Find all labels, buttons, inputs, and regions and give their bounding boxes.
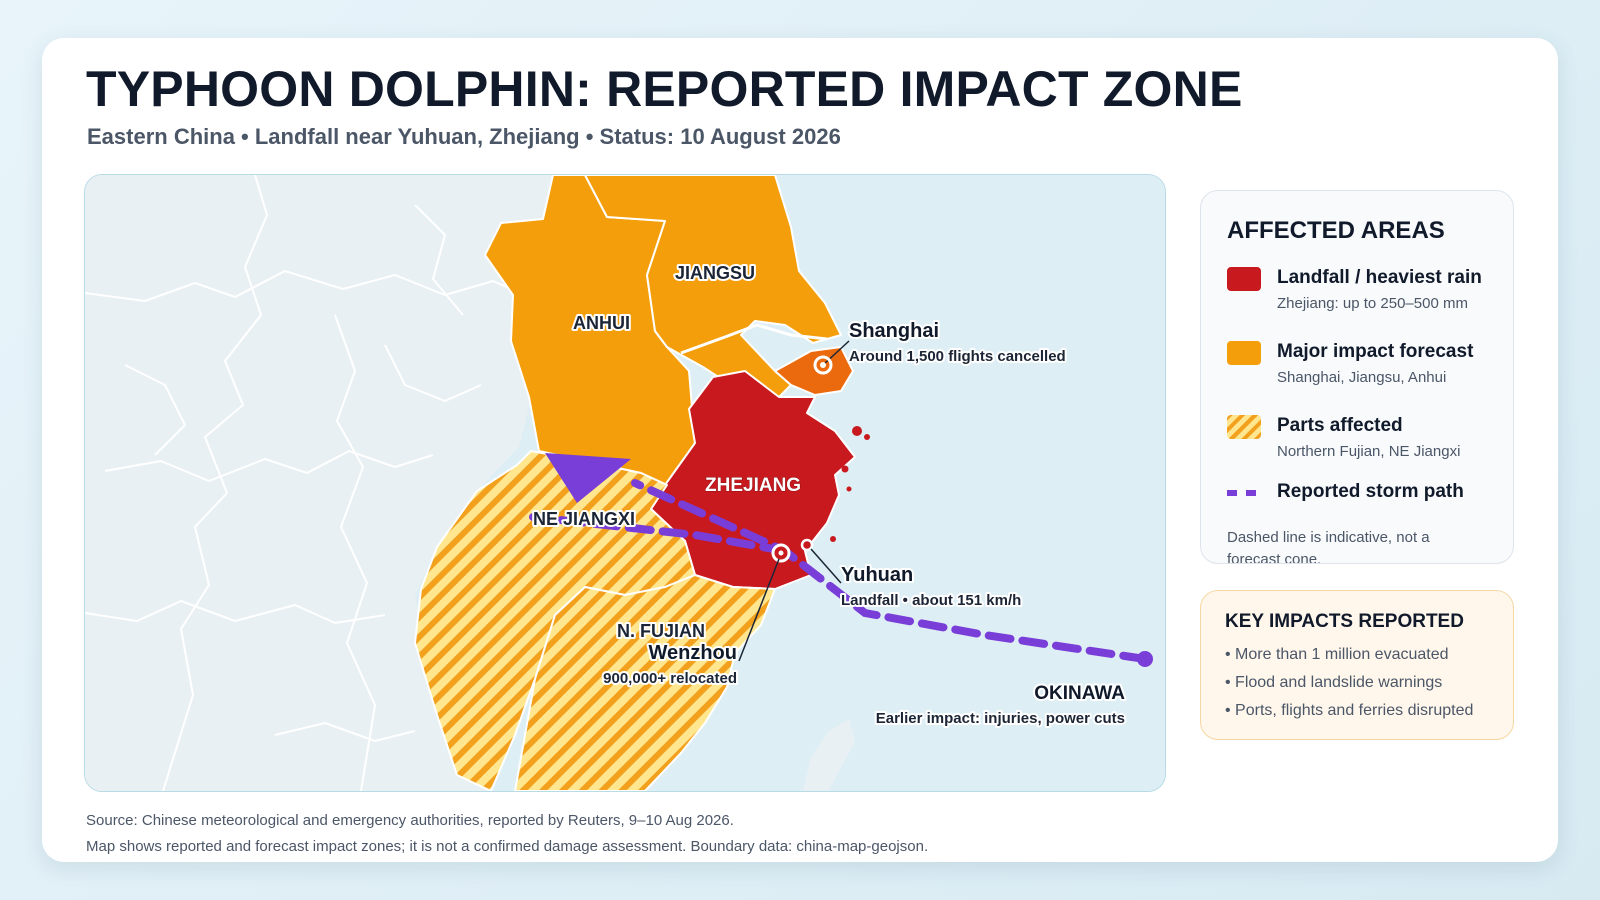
- key-impacts-panel: KEY IMPACTS REPORTED • More than 1 milli…: [1200, 590, 1514, 740]
- page-subtitle: Eastern China • Landfall near Yuhuan, Zh…: [87, 124, 841, 149]
- label-jiangsu: JIANGSU: [675, 263, 755, 283]
- zhejiang-islands: [830, 426, 870, 542]
- storm-path-arrowhead: [545, 453, 631, 503]
- region-shanghai[interactable]: [774, 346, 854, 396]
- label-anhui: ANHUI: [573, 313, 630, 333]
- legend-sub-major: Shanghai, Jiangsu, Anhui: [1277, 369, 1447, 386]
- footer-disclaimer: Map shows reported and forecast impact z…: [86, 838, 929, 855]
- wenzhou-name: Wenzhou: [648, 642, 737, 664]
- legend-swatch-parts: [1227, 415, 1261, 439]
- legend-label-major: Major impact forecast: [1277, 341, 1474, 362]
- impact-map[interactable]: Shanghai Around 1,500 flights cancelled …: [84, 174, 1166, 792]
- legend-title: AFFECTED AREAS: [1227, 217, 1445, 244]
- wenzhou-note: 900,000+ relocated: [603, 670, 737, 687]
- page-title: TYPHOON DOLPHIN: REPORTED IMPACT ZONE: [86, 61, 1243, 117]
- shanghai-note: Around 1,500 flights cancelled: [849, 348, 1066, 365]
- legend-sub-parts: Northern Fujian, NE Jiangxi: [1277, 443, 1461, 460]
- yangtze-estuary: [680, 323, 828, 355]
- storm-path-start-marker: [1137, 651, 1153, 667]
- label-n-fujian: N. FUJIAN: [617, 621, 705, 641]
- legend-note: Dashed line is indicative, not a forecas…: [1227, 529, 1430, 564]
- yuhuan-note: Landfall • about 151 km/h: [841, 592, 1021, 609]
- legend-swatch-path: [1227, 490, 1261, 496]
- okinawa-name: OKINAWA: [1034, 683, 1125, 704]
- land-taiwan: [803, 719, 855, 791]
- impact-item: • Ports, flights and ferries disrupted: [1225, 702, 1474, 719]
- legend-swatch-landfall: [1227, 267, 1261, 291]
- callout-shanghai[interactable]: Shanghai Around 1,500 flights cancelled: [813, 318, 1068, 375]
- label-zhejiang: ZHEJIANG: [705, 475, 801, 496]
- legend-swatch-major: [1227, 341, 1261, 365]
- yuhuan-name: Yuhuan: [841, 564, 913, 586]
- map-canvas: Shanghai Around 1,500 flights cancelled …: [85, 175, 1165, 791]
- legend-label-landfall: Landfall / heaviest rain: [1277, 267, 1482, 288]
- okinawa-note: Earlier impact: injuries, power cuts: [876, 710, 1125, 727]
- callout-wenzhou[interactable]: Wenzhou 900,000+ relocated: [601, 543, 791, 689]
- impact-item: • Flood and landslide warnings: [1225, 674, 1443, 691]
- legend-sub-landfall: Zhejiang: up to 250–500 mm: [1277, 295, 1468, 312]
- admin-boundaries: [85, 175, 526, 791]
- legend-label-path: Reported storm path: [1277, 481, 1464, 502]
- land-mainland: [85, 175, 605, 791]
- impacts-list: • More than 1 million evacuated • Flood …: [1225, 641, 1473, 725]
- shanghai-name: Shanghai: [849, 320, 939, 342]
- legend-label-parts: Parts affected: [1277, 415, 1403, 436]
- label-ne-jiangxi: NE JIANGXI: [533, 509, 635, 529]
- footer-source: Source: Chinese meteorological and emerg…: [86, 812, 734, 829]
- storm-path: [529, 479, 1149, 663]
- legend-panel: AFFECTED AREAS Landfall / heaviest rain …: [1200, 190, 1514, 564]
- callout-yuhuan[interactable]: Yuhuan Landfall • about 151 km/h: [800, 538, 1023, 611]
- impacts-title: KEY IMPACTS REPORTED: [1225, 611, 1464, 632]
- impact-item: • More than 1 million evacuated: [1225, 646, 1449, 663]
